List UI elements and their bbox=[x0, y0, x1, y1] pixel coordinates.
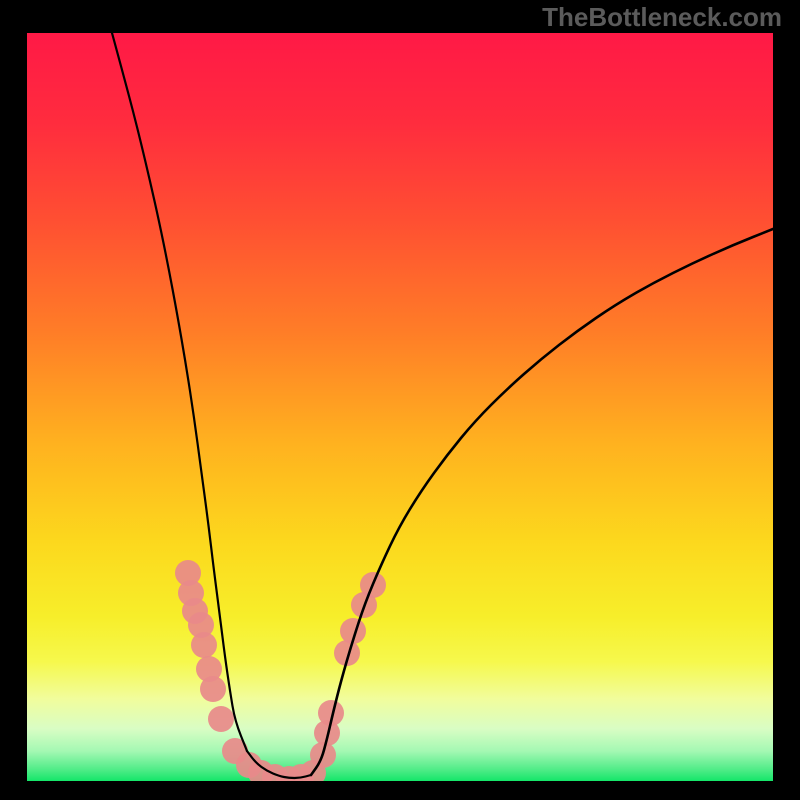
plot-area bbox=[27, 33, 773, 781]
watermark-text: TheBottleneck.com bbox=[542, 2, 782, 33]
bottleneck-chart: TheBottleneck.com bbox=[0, 0, 800, 800]
